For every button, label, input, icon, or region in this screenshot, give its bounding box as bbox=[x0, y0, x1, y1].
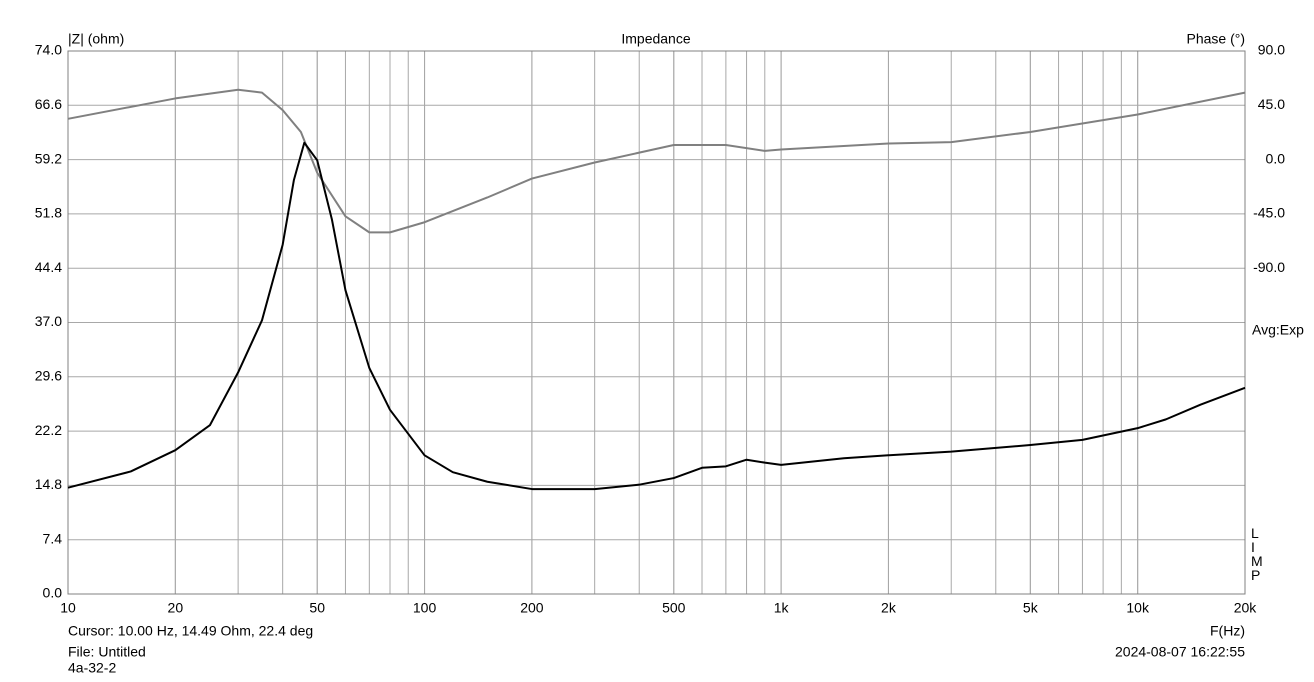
y2-tick-label: 90.0 bbox=[1258, 42, 1285, 58]
chart-title: Impedance bbox=[621, 31, 690, 47]
y-axis-label: |Z| (ohm) bbox=[68, 31, 124, 47]
x-tick-label: 200 bbox=[520, 600, 544, 616]
x-tick-label: 10k bbox=[1126, 600, 1150, 616]
limp-label: LIMP bbox=[1251, 525, 1263, 583]
x-tick-label: 100 bbox=[413, 600, 437, 616]
y2-tick-label: 45.0 bbox=[1258, 96, 1285, 112]
y2-tick-label: -90.0 bbox=[1253, 259, 1285, 275]
averaging: Avg:Exp bbox=[1252, 322, 1304, 338]
x-tick-label: 50 bbox=[309, 600, 325, 616]
x-tick-label: 2k bbox=[881, 600, 897, 616]
y-tick-label: 59.2 bbox=[35, 150, 62, 166]
series-line bbox=[67, 141, 1246, 491]
y2-axis-label: Phase (°) bbox=[1186, 31, 1245, 47]
x-tick-label: 10 bbox=[60, 600, 76, 616]
y-tick-label: 7.4 bbox=[43, 530, 63, 546]
y2-tick-label: -45.0 bbox=[1253, 205, 1285, 221]
x-tick-label: 500 bbox=[662, 600, 686, 616]
x-tick-label: 1k bbox=[774, 600, 790, 616]
y-tick-label: 29.6 bbox=[35, 368, 62, 384]
plot-frame bbox=[67, 50, 1246, 595]
series-line bbox=[67, 88, 1246, 234]
y-tick-label: 37.0 bbox=[35, 313, 62, 329]
y-tick-label: 0.0 bbox=[43, 585, 63, 601]
file-name: File: Untitled bbox=[68, 644, 146, 660]
cursor-readout: Cursor: 10.00 Hz, 14.49 Ohm, 22.4 deg bbox=[68, 623, 313, 639]
x-tick-label: 20 bbox=[168, 600, 184, 616]
y-tick-label: 44.4 bbox=[35, 259, 62, 275]
y-tick-label: 22.2 bbox=[35, 422, 62, 438]
timestamp: 2024-08-07 16:22:55 bbox=[1115, 644, 1245, 660]
y2-tick-label: 0.0 bbox=[1266, 150, 1286, 166]
x-tick-label: 20k bbox=[1234, 600, 1258, 616]
note: 4a-32-2 bbox=[68, 660, 116, 676]
y-tick-label: 51.8 bbox=[35, 205, 62, 221]
x-axis-label: F(Hz) bbox=[1210, 623, 1245, 639]
y-tick-label: 14.8 bbox=[35, 476, 62, 492]
x-tick-label: 5k bbox=[1023, 600, 1039, 616]
y-tick-label: 74.0 bbox=[35, 42, 62, 58]
y-tick-label: 66.6 bbox=[35, 96, 62, 112]
